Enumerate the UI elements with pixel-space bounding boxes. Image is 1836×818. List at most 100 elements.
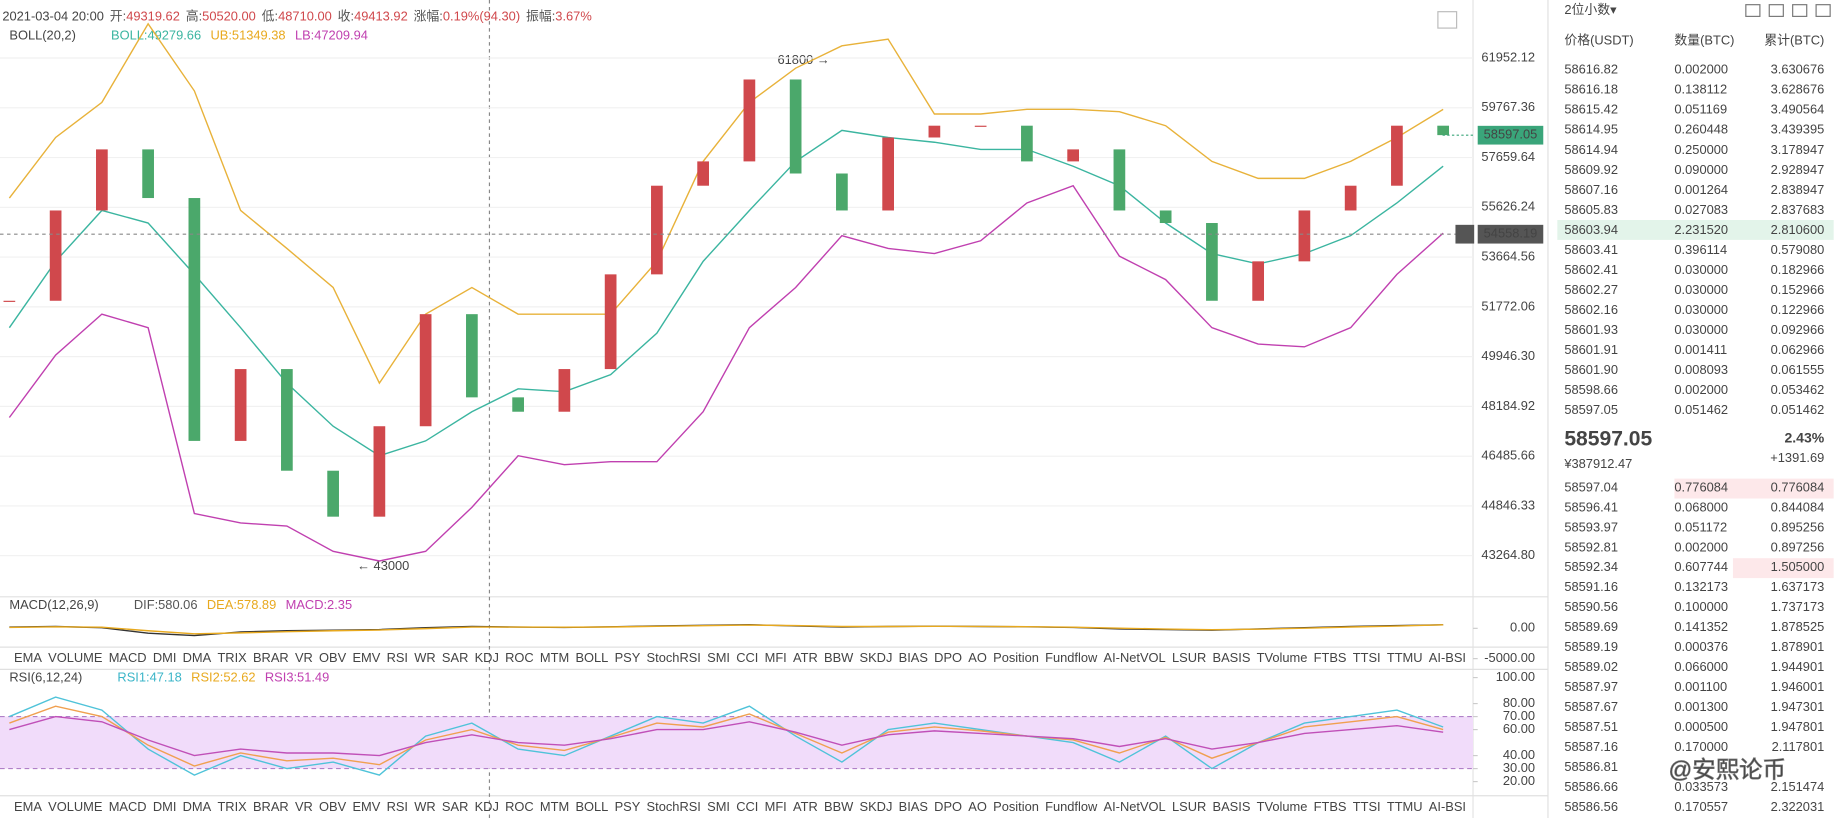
indicator-tab[interactable]: SMI (707, 650, 730, 665)
field-label: 涨幅: (414, 9, 443, 24)
indicator-tab[interactable]: BRAR (253, 650, 289, 665)
indicator-tab[interactable]: OBV (319, 799, 347, 814)
indicator-tab[interactable]: KDJ (475, 799, 499, 814)
y-tick-label: 61952.12 (1481, 49, 1535, 64)
amount: 0.001100 (1674, 679, 1727, 694)
indicator-tab[interactable]: Position (993, 650, 1039, 665)
view-icon[interactable] (1815, 4, 1831, 17)
total: 0.895256 (1771, 519, 1825, 534)
indicator-tab[interactable]: WR (414, 799, 435, 814)
field-value: 50520.00 (202, 9, 256, 24)
indicator-tab[interactable]: RSI (387, 650, 408, 665)
indicator-tab[interactable]: TRIX (217, 650, 247, 665)
indicator-tab[interactable]: TRIX (217, 799, 247, 814)
indicator-tab[interactable]: ROC (505, 799, 534, 814)
indicator-tab[interactable]: BASIS (1213, 650, 1251, 665)
total: 2.928947 (1771, 162, 1825, 177)
indicator-tab[interactable]: DMI (153, 650, 177, 665)
view-icon[interactable] (1792, 4, 1808, 17)
indicator-tab[interactable]: StochRSI (647, 650, 701, 665)
indicator-tab[interactable]: BBW (824, 650, 854, 665)
indicator-tab[interactable]: VR (295, 650, 313, 665)
indicator-tab[interactable]: DMI (153, 799, 177, 814)
amount: 0.170000 (1674, 739, 1728, 754)
view-icon[interactable] (1768, 4, 1784, 17)
indicator-tab[interactable]: Fundflow (1045, 799, 1098, 814)
indicator-tab[interactable]: Fundflow (1045, 650, 1098, 665)
indicator-tab[interactable]: MFI (765, 650, 787, 665)
indicator-tab[interactable]: AI-NetVOL (1104, 799, 1166, 814)
indicator-tab[interactable]: TTMU (1387, 650, 1423, 665)
indicator-tab[interactable]: ATR (793, 650, 818, 665)
indicator-tab[interactable]: DMA (183, 650, 212, 665)
indicator-tab[interactable]: OBV (319, 650, 347, 665)
indicator-tab[interactable]: EMA (14, 799, 42, 814)
indicator-tab[interactable]: PSY (615, 799, 641, 814)
indicator-tab[interactable]: BBW (824, 799, 854, 814)
indicator-tab[interactable]: MTM (540, 799, 569, 814)
indicator-tab[interactable]: WR (414, 650, 435, 665)
indicator-tab[interactable]: AO (968, 799, 987, 814)
indicator-tab[interactable]: VOLUME (48, 799, 103, 814)
indicator-tab[interactable]: MACD (109, 799, 147, 814)
indicator-tab[interactable]: BASIS (1213, 799, 1251, 814)
indicator-tab[interactable]: Position (993, 799, 1039, 814)
indicator-tab[interactable]: SAR (442, 799, 468, 814)
indicator-value: RSI1:47.18 (117, 670, 181, 685)
indicator-tab[interactable]: BRAR (253, 799, 289, 814)
candle (373, 426, 386, 517)
indicator-tab[interactable]: SKDJ (860, 799, 893, 814)
indicator-tab[interactable]: BOLL (575, 650, 608, 665)
indicator-tab[interactable]: TVolume (1257, 799, 1308, 814)
indicator-tab[interactable]: DMA (183, 799, 212, 814)
amount: 0.030000 (1674, 282, 1728, 297)
y-tick-label: 53664.56 (1481, 248, 1535, 263)
total: 2.838947 (1771, 182, 1825, 197)
indicator-tab[interactable]: AI-BSI (1429, 799, 1466, 814)
indicator-tab[interactable]: DPO (934, 799, 962, 814)
indicator-tab[interactable]: AO (968, 650, 987, 665)
indicator-tab[interactable]: LSUR (1172, 650, 1206, 665)
indicator-tab[interactable]: EMV (352, 799, 380, 814)
indicator-tab[interactable]: EMA (14, 650, 42, 665)
indicator-tab[interactable]: FTBS (1314, 799, 1347, 814)
indicator-tab[interactable]: TTSI (1353, 650, 1381, 665)
indicator-tab[interactable]: MACD (109, 650, 147, 665)
indicator-tab[interactable]: FTBS (1314, 650, 1347, 665)
indicator-tab[interactable]: VR (295, 799, 313, 814)
indicator-tab[interactable]: VOLUME (48, 650, 103, 665)
indicator-tab[interactable]: BIAS (899, 650, 928, 665)
indicator-tab[interactable]: SMI (707, 799, 730, 814)
indicator-tab[interactable]: KDJ (475, 650, 499, 665)
indicator-tab[interactable]: BOLL (575, 799, 608, 814)
indicator-tab[interactable]: PSY (615, 650, 641, 665)
indicator-tab[interactable]: EMV (352, 650, 380, 665)
amount: 0.000376 (1674, 639, 1728, 654)
indicator-tab[interactable]: SKDJ (860, 650, 893, 665)
indicator-tab[interactable]: ROC (505, 650, 534, 665)
precision-select[interactable]: 2位小数▾ (1564, 2, 1617, 17)
indicator-tab[interactable]: MTM (540, 650, 569, 665)
indicator-tab[interactable]: RSI (387, 799, 408, 814)
indicator-tab[interactable]: DPO (934, 650, 962, 665)
view-icon[interactable] (1745, 4, 1761, 17)
field-value: 48710.00 (278, 9, 332, 24)
indicator-tab[interactable]: TVolume (1257, 650, 1308, 665)
indicator-tab[interactable]: StochRSI (647, 799, 701, 814)
price: 58586.81 (1564, 759, 1618, 774)
indicator-tab[interactable]: BIAS (899, 799, 928, 814)
total: 0.897256 (1771, 539, 1825, 554)
indicator-tab[interactable]: TTMU (1387, 799, 1423, 814)
indicator-tab[interactable]: LSUR (1172, 799, 1206, 814)
total: 2.322031 (1771, 799, 1825, 814)
fullscreen-button[interactable] (1437, 11, 1458, 29)
indicator-tab[interactable]: ATR (793, 799, 818, 814)
indicator-tab[interactable]: MFI (765, 799, 787, 814)
indicator-tab[interactable]: AI-NetVOL (1104, 650, 1166, 665)
indicator-tab[interactable]: CCI (736, 650, 758, 665)
indicator-tab[interactable]: CCI (736, 799, 758, 814)
field-value: 0.19%(94.30) (443, 9, 520, 24)
indicator-tab[interactable]: SAR (442, 650, 468, 665)
indicator-tab[interactable]: TTSI (1353, 799, 1381, 814)
indicator-tab[interactable]: AI-BSI (1429, 650, 1466, 665)
